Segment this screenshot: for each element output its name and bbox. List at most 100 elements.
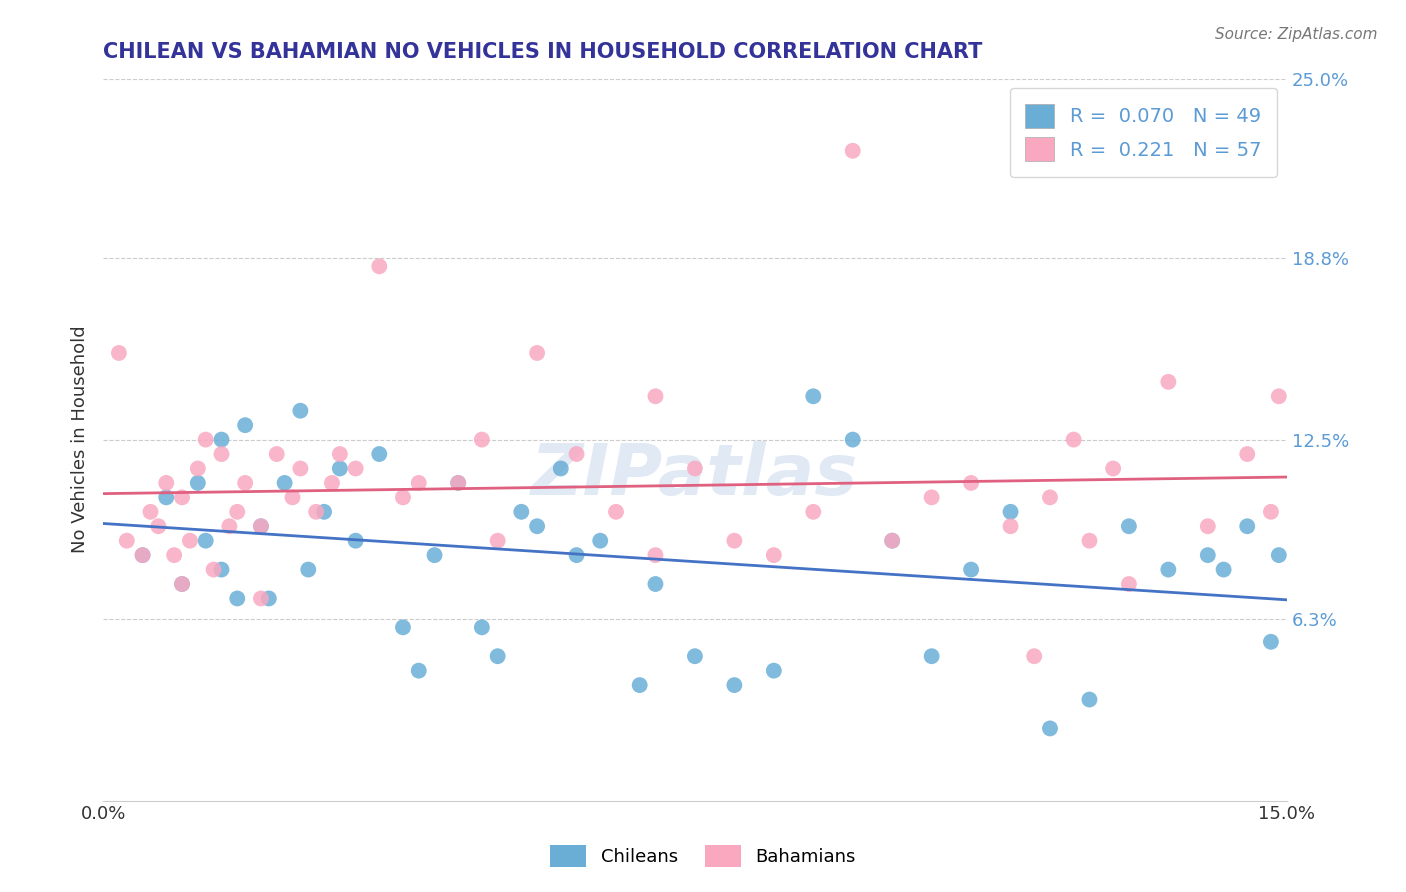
Point [1078,692,1101,706]
Point [486,533,509,548]
Point [1118,519,1140,533]
Point [471,433,494,447]
Point [565,548,588,562]
Point [290,461,312,475]
Point [321,475,343,490]
Point [1000,505,1022,519]
Point [841,433,863,447]
Point [170,577,193,591]
Point [1212,563,1234,577]
Point [408,475,430,490]
Legend: Chileans, Bahamians: Chileans, Bahamians [543,838,863,874]
Point [447,475,470,490]
Point [233,475,256,490]
Point [202,563,225,577]
Point [762,664,785,678]
Point [194,433,217,447]
Point [423,548,446,562]
Point [628,678,651,692]
Point [882,533,904,548]
Point [1000,519,1022,533]
Point [1063,433,1085,447]
Point [257,591,280,606]
Point [226,505,249,519]
Point [170,577,193,591]
Point [392,620,415,634]
Point [565,447,588,461]
Point [194,533,217,548]
Point [1157,563,1180,577]
Point [1039,722,1062,736]
Point [211,433,233,447]
Point [683,461,706,475]
Point [344,533,367,548]
Point [163,548,186,562]
Point [882,533,904,548]
Point [683,649,706,664]
Point [1157,375,1180,389]
Point [131,548,153,562]
Point [1024,649,1046,664]
Point [960,475,983,490]
Point [1236,519,1258,533]
Point [250,519,273,533]
Point [841,144,863,158]
Point [644,577,666,591]
Point [408,664,430,678]
Point [526,346,548,360]
Point [115,533,138,548]
Point [312,505,335,519]
Point [170,491,193,505]
Point [921,491,943,505]
Point [1039,491,1062,505]
Point [1260,634,1282,648]
Point [329,447,352,461]
Point [155,475,177,490]
Text: CHILEAN VS BAHAMIAN NO VEHICLES IN HOUSEHOLD CORRELATION CHART: CHILEAN VS BAHAMIAN NO VEHICLES IN HOUSE… [103,42,983,62]
Point [921,649,943,664]
Point [179,533,201,548]
Point [1118,577,1140,591]
Point [187,461,209,475]
Y-axis label: No Vehicles in Household: No Vehicles in Household [72,326,89,553]
Point [218,519,240,533]
Text: Source: ZipAtlas.com: Source: ZipAtlas.com [1215,27,1378,42]
Point [447,475,470,490]
Point [139,505,162,519]
Point [526,519,548,533]
Point [211,447,233,461]
Point [155,491,177,505]
Point [605,505,627,519]
Legend: R =  0.070   N = 49, R =  0.221   N = 57: R = 0.070 N = 49, R = 0.221 N = 57 [1010,88,1277,177]
Point [344,461,367,475]
Point [273,475,295,490]
Point [250,591,273,606]
Point [1236,447,1258,461]
Point [281,491,304,505]
Point [589,533,612,548]
Point [187,475,209,490]
Point [471,620,494,634]
Point [801,505,824,519]
Point [1260,505,1282,519]
Point [1268,548,1291,562]
Point [1197,548,1219,562]
Point [644,548,666,562]
Point [108,346,131,360]
Point [801,389,824,403]
Point [297,563,319,577]
Point [211,563,233,577]
Point [368,260,391,274]
Point [1078,533,1101,548]
Point [290,403,312,417]
Point [644,389,666,403]
Point [392,491,415,505]
Point [329,461,352,475]
Point [486,649,509,664]
Point [148,519,170,533]
Point [226,591,249,606]
Point [1197,519,1219,533]
Point [723,678,745,692]
Point [762,548,785,562]
Point [266,447,288,461]
